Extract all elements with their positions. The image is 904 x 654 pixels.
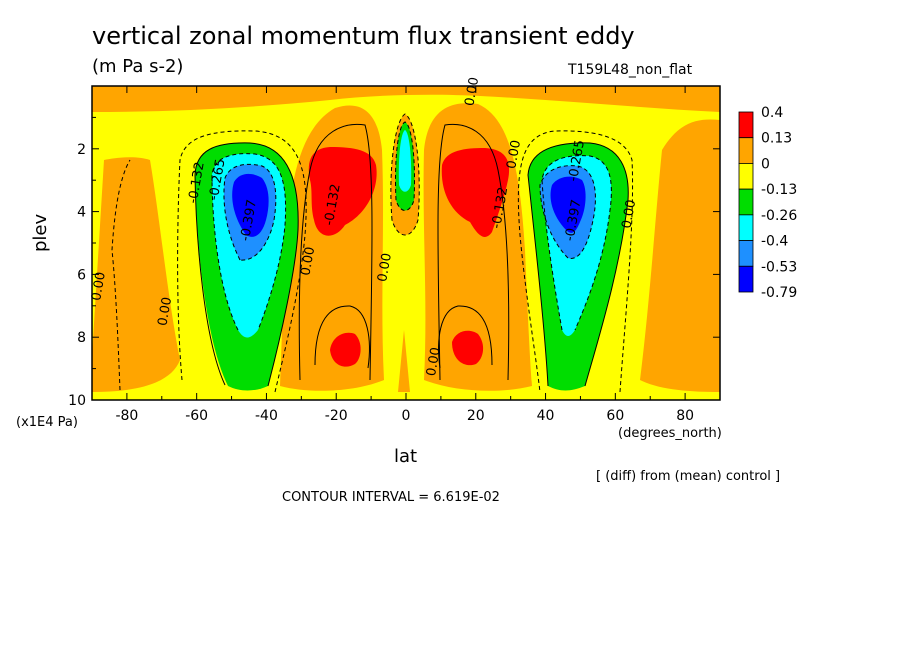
contour-label: 0.00 bbox=[89, 271, 109, 302]
contour-lines bbox=[111, 113, 634, 393]
colorbar-swatch bbox=[738, 240, 754, 267]
fill-nh-jet-core bbox=[550, 176, 586, 233]
y-tick-label: 2 bbox=[77, 142, 86, 158]
chart-title: vertical zonal momentum flux transient e… bbox=[92, 22, 635, 50]
x-tick-label: -80 bbox=[115, 408, 138, 424]
y-axis: 2 4 6 8 10 bbox=[68, 116, 720, 409]
colorbar-label: 0.4 bbox=[761, 105, 783, 121]
colorbar-label: -0.13 bbox=[761, 182, 797, 198]
contour-line bbox=[527, 142, 629, 387]
x-tick-label: 20 bbox=[467, 408, 485, 424]
contour-fills bbox=[92, 86, 720, 400]
colorbar-swatch bbox=[738, 163, 754, 190]
colorbar-label: 0 bbox=[761, 156, 770, 172]
contour-line bbox=[437, 123, 510, 381]
x-tick-label: 80 bbox=[676, 408, 694, 424]
x-tick-label: 40 bbox=[537, 408, 555, 424]
run-label: T159L48_non_flat bbox=[568, 62, 693, 78]
contour-label: -0.265 bbox=[566, 139, 588, 183]
colorbar-label: -0.79 bbox=[761, 285, 797, 301]
colorbar-label: 0.13 bbox=[761, 131, 792, 147]
contour-line bbox=[438, 305, 493, 369]
fill-sh-positive-core bbox=[308, 147, 377, 236]
contour-label: -0.132 bbox=[489, 186, 511, 230]
colorbar-swatch bbox=[738, 137, 754, 164]
diff-label: [ (diff) from (mean) control ] bbox=[596, 469, 781, 484]
contour-label: 0.00 bbox=[375, 252, 395, 283]
y-scale-label: (x1E4 Pa) bbox=[16, 415, 78, 430]
contour-label: 0.00 bbox=[424, 346, 444, 377]
contour-interval-label: CONTOUR INTERVAL = 6.619E-02 bbox=[282, 490, 500, 505]
x-tick-label: 0 bbox=[402, 408, 411, 424]
fill-equatorial-cyan bbox=[398, 130, 412, 192]
contour-line bbox=[539, 165, 596, 259]
contour-line bbox=[517, 130, 634, 393]
fill-nh-positive-core bbox=[441, 148, 510, 237]
contour-line bbox=[298, 123, 373, 381]
x-tick-label: -20 bbox=[325, 408, 348, 424]
contour-line bbox=[390, 113, 420, 236]
fill-sh-jet-core bbox=[232, 173, 269, 237]
fill-sh-lower-core bbox=[330, 332, 361, 367]
contour-line bbox=[211, 153, 287, 331]
x-axis: -80 -60 -40 -20 0 20 40 60 80 bbox=[91, 86, 721, 424]
contour-line bbox=[394, 121, 416, 211]
x-tick-label: -60 bbox=[185, 408, 208, 424]
contour-label: -0.397 bbox=[238, 198, 260, 242]
x-axis-label: lat bbox=[394, 446, 418, 467]
x-tick-label: -40 bbox=[255, 408, 278, 424]
contour-label: -0.132 bbox=[322, 183, 344, 227]
colorbar: 0.4 0.13 0 -0.13 -0.26 -0.4 -0.53 -0.79 bbox=[738, 105, 797, 301]
colorbar-swatch bbox=[738, 111, 754, 139]
y-tick-label: 10 bbox=[68, 393, 86, 409]
contour-line bbox=[223, 163, 277, 261]
contour-label: 0.00 bbox=[462, 76, 482, 107]
contour-line bbox=[177, 130, 307, 393]
contour-label: 0.00 bbox=[298, 246, 318, 277]
fill-sh-polar bbox=[92, 157, 180, 392]
y-tick-label: 6 bbox=[77, 267, 86, 283]
y-tick-label: 4 bbox=[77, 205, 86, 221]
colorbar-label: -0.26 bbox=[761, 208, 797, 224]
fill-top-band bbox=[92, 86, 720, 112]
chart-units: (m Pa s-2) bbox=[92, 56, 184, 77]
fill-nh-lower-core bbox=[452, 330, 484, 366]
fill-nh-polar bbox=[640, 119, 720, 392]
contour-line bbox=[111, 159, 131, 391]
colorbar-swatch bbox=[738, 214, 754, 241]
x-units-label: (degrees_north) bbox=[618, 426, 722, 441]
contour-line bbox=[194, 142, 299, 387]
x-tick-label: 60 bbox=[606, 408, 624, 424]
y-tick-label: 8 bbox=[77, 330, 86, 346]
colorbar-swatch bbox=[738, 265, 754, 293]
contour-label: 0.00 bbox=[504, 139, 524, 170]
fill-equatorial-bottom bbox=[398, 330, 410, 392]
colorbar-swatch bbox=[738, 188, 754, 216]
contour-line bbox=[541, 155, 612, 331]
contour-label: -0.265 bbox=[207, 158, 229, 202]
contour-label: -0.397 bbox=[562, 198, 584, 242]
contour-label: 0.00 bbox=[619, 199, 639, 230]
contour-line bbox=[314, 305, 370, 369]
colorbar-label: -0.53 bbox=[761, 259, 797, 275]
contour-label: -0.132 bbox=[186, 161, 208, 205]
colorbar-label: -0.4 bbox=[761, 234, 788, 250]
contour-label: 0.00 bbox=[155, 296, 175, 327]
